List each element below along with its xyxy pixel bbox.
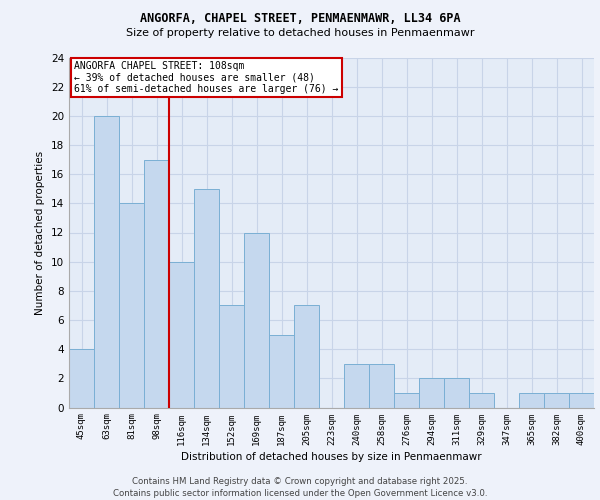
Bar: [144, 160, 169, 408]
Text: ANGORFA CHAPEL STREET: 108sqm
← 39% of detached houses are smaller (48)
61% of s: ANGORFA CHAPEL STREET: 108sqm ← 39% of d…: [74, 61, 338, 94]
Bar: [544, 393, 569, 407]
Text: ANGORFA, CHAPEL STREET, PENMAENMAWR, LL34 6PA: ANGORFA, CHAPEL STREET, PENMAENMAWR, LL3…: [140, 12, 460, 26]
Bar: [369, 364, 394, 408]
Bar: [519, 393, 544, 407]
Bar: [69, 349, 94, 408]
Bar: [394, 393, 419, 407]
Bar: [294, 306, 319, 408]
X-axis label: Distribution of detached houses by size in Penmaenmawr: Distribution of detached houses by size …: [181, 452, 482, 462]
Bar: [269, 334, 294, 407]
Bar: [344, 364, 369, 408]
Bar: [169, 262, 194, 408]
Bar: [244, 232, 269, 408]
Bar: [469, 393, 494, 407]
Bar: [444, 378, 469, 408]
Bar: [119, 204, 144, 408]
Bar: [569, 393, 594, 407]
Y-axis label: Number of detached properties: Number of detached properties: [35, 150, 46, 314]
Text: Contains HM Land Registry data © Crown copyright and database right 2025.
Contai: Contains HM Land Registry data © Crown c…: [113, 476, 487, 498]
Text: Size of property relative to detached houses in Penmaenmawr: Size of property relative to detached ho…: [126, 28, 474, 38]
Bar: [194, 188, 219, 408]
Bar: [94, 116, 119, 408]
Bar: [419, 378, 444, 408]
Bar: [219, 306, 244, 408]
